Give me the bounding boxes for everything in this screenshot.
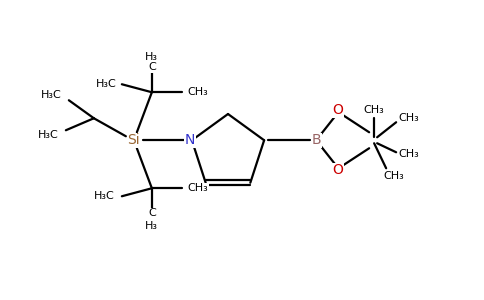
Text: N: N xyxy=(185,133,195,147)
Text: CH₃: CH₃ xyxy=(187,87,208,97)
Text: H₃C: H₃C xyxy=(93,191,114,201)
Text: CH₃: CH₃ xyxy=(399,149,420,159)
Text: H₃C: H₃C xyxy=(41,90,61,100)
Text: C: C xyxy=(148,62,156,72)
Text: CH₃: CH₃ xyxy=(384,171,405,181)
Text: H₃: H₃ xyxy=(145,221,158,231)
Text: Si: Si xyxy=(128,133,140,147)
Text: O: O xyxy=(333,163,344,177)
Text: B: B xyxy=(311,133,321,147)
Text: CH₃: CH₃ xyxy=(364,105,384,115)
Text: CH₃: CH₃ xyxy=(187,183,208,193)
Text: H₃: H₃ xyxy=(145,52,158,62)
Text: CH₃: CH₃ xyxy=(399,113,420,123)
Text: H₃C: H₃C xyxy=(95,79,116,89)
Text: O: O xyxy=(333,103,344,117)
Text: C: C xyxy=(148,208,156,218)
Text: H₃C: H₃C xyxy=(37,130,58,140)
